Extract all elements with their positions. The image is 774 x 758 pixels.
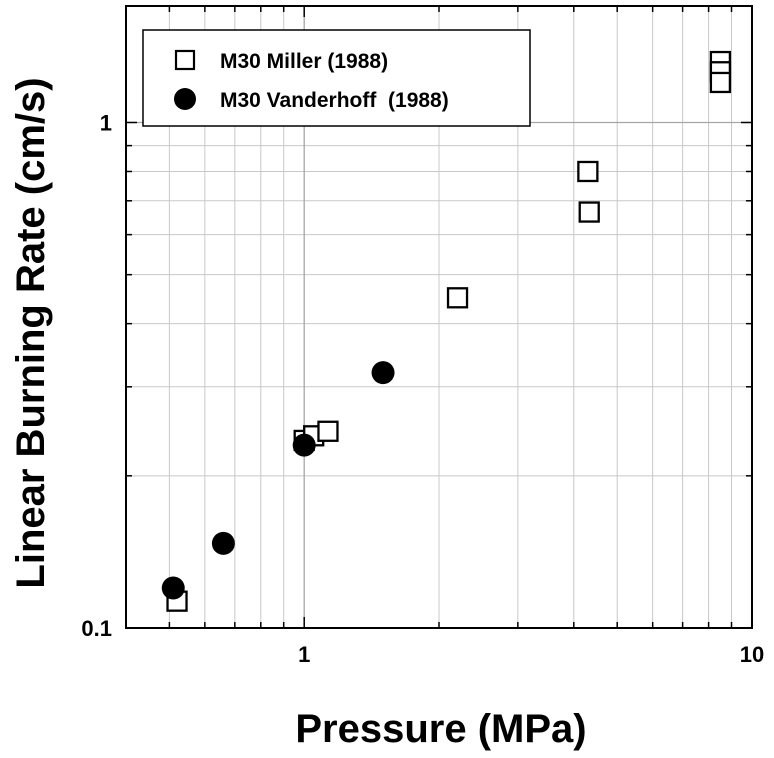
data-point-square <box>578 201 600 223</box>
plot-area-frame <box>125 5 753 629</box>
data-point-circle <box>292 433 316 457</box>
y-minor-gridlines <box>126 145 752 477</box>
y-tick-label: 1 <box>100 110 112 135</box>
data-point-circle <box>161 576 185 600</box>
data-point-square <box>577 160 599 183</box>
data-point-circle <box>211 531 235 555</box>
x-tick-label: 10 <box>740 642 764 667</box>
legend-marker-circle <box>174 88 196 110</box>
data-point-square <box>709 71 732 94</box>
legend-box <box>142 29 531 127</box>
tick-labels: 1 10 0.1 1 <box>81 110 764 667</box>
data-points <box>161 50 732 612</box>
legend-entry-miller: M30 Miller (1988) <box>220 50 388 73</box>
data-point-circle <box>371 361 395 385</box>
data-point-square <box>317 420 339 442</box>
y-tick-label: 0.1 <box>81 616 112 641</box>
legend: M30 Miller (1988) M30 Vanderhoff (1988) <box>142 29 531 127</box>
legend-marker-square <box>174 49 196 71</box>
data-point-square <box>446 287 469 309</box>
y-axis-label: Linear Burning Rate (cm/s) <box>9 77 53 588</box>
legend-entry-vanderhoff: M30 Vanderhoff (1988) <box>220 89 449 112</box>
x-axis-label: Pressure (MPa) <box>295 707 586 751</box>
x-tick-label: 1 <box>298 642 310 667</box>
